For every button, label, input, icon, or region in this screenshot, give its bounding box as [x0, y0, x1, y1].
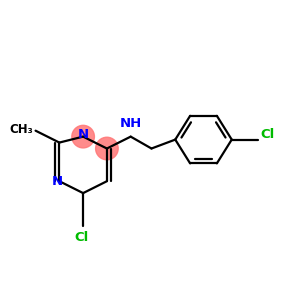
- Circle shape: [96, 137, 118, 160]
- Text: N: N: [51, 175, 62, 188]
- Text: Cl: Cl: [74, 231, 89, 244]
- Circle shape: [72, 125, 94, 148]
- Text: CH₃: CH₃: [9, 123, 33, 136]
- Text: N: N: [78, 128, 89, 141]
- Text: Cl: Cl: [261, 128, 275, 141]
- Text: NH: NH: [120, 117, 142, 130]
